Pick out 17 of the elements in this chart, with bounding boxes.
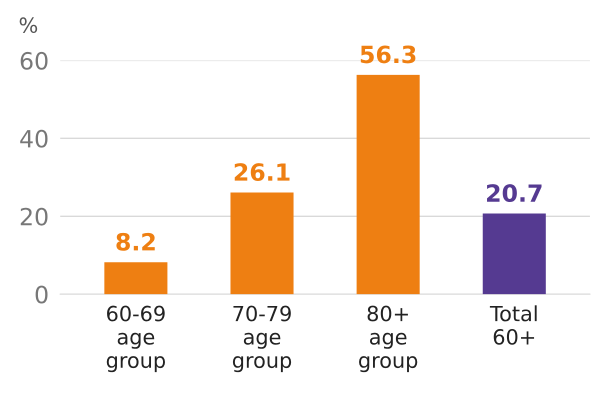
bar — [230, 192, 294, 294]
bar — [104, 262, 168, 294]
x-tick-label: 60-69 age group — [106, 306, 165, 372]
bar — [356, 74, 420, 294]
y-axis-title: % — [20, 17, 38, 34]
bar — [482, 214, 546, 294]
y-tick-label: 60 — [20, 52, 48, 70]
data-label: 20.7 — [487, 184, 542, 202]
y-tick-label: 20 — [20, 208, 48, 226]
data-label: 56.3 — [360, 45, 416, 64]
y-tick-label: 40 — [20, 130, 48, 148]
data-label: 8.2 — [116, 232, 155, 251]
y-tick-label: 0 — [36, 286, 48, 304]
data-label: 26.1 — [234, 163, 290, 181]
x-tick-label: 80+ age group — [359, 306, 418, 372]
x-tick-label: 70-79 age group — [232, 306, 292, 372]
x-tick-label: Total 60+ — [490, 305, 537, 345]
